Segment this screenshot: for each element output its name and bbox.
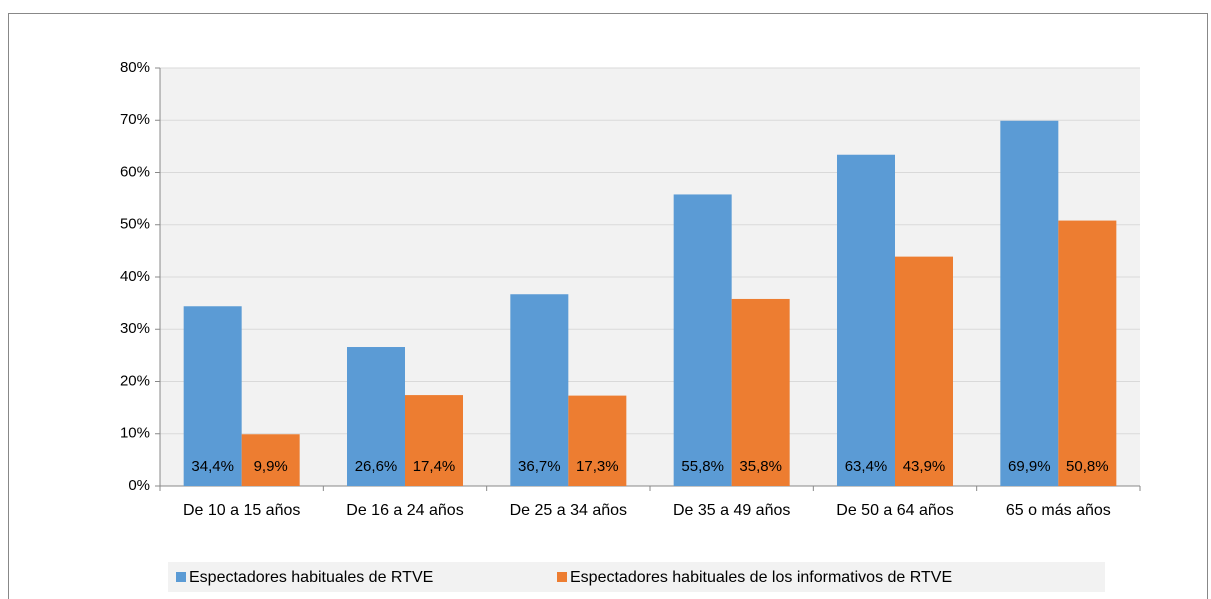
x-tick-label: 65 o más años bbox=[1006, 502, 1111, 519]
bar bbox=[405, 395, 463, 486]
x-tick-label: De 35 a 49 años bbox=[673, 502, 790, 519]
bar bbox=[510, 294, 569, 486]
bar bbox=[241, 434, 300, 486]
data-label: 63,4% bbox=[845, 458, 888, 475]
y-tick-label: 60% bbox=[120, 163, 150, 180]
bar bbox=[895, 256, 953, 486]
bar bbox=[673, 194, 732, 486]
legend-label: Espectadores habituales de los informati… bbox=[570, 569, 952, 586]
data-label: 17,4% bbox=[413, 458, 456, 475]
y-tick-label: 40% bbox=[120, 268, 150, 285]
y-tick-label: 80% bbox=[120, 59, 150, 76]
y-tick-label: 30% bbox=[120, 320, 150, 337]
bar bbox=[1000, 120, 1059, 487]
data-label: 34,4% bbox=[191, 458, 234, 475]
x-tick-label: De 50 a 64 años bbox=[836, 502, 953, 519]
data-label: 26,6% bbox=[355, 458, 398, 475]
bar bbox=[1058, 220, 1117, 486]
x-tick-label: De 25 a 34 años bbox=[510, 502, 627, 519]
data-label: 50,8% bbox=[1066, 458, 1109, 475]
data-label: 36,7% bbox=[518, 458, 561, 475]
legend-swatch bbox=[176, 572, 186, 582]
legend-swatch bbox=[557, 572, 567, 582]
data-label: 9,9% bbox=[254, 458, 288, 475]
x-tick-label: De 16 a 24 años bbox=[346, 502, 463, 519]
y-tick-label: 20% bbox=[120, 372, 150, 389]
bar bbox=[183, 306, 242, 486]
y-tick-label: 50% bbox=[120, 216, 150, 233]
legend-box bbox=[168, 562, 1105, 592]
bar bbox=[568, 395, 627, 486]
bar bbox=[731, 298, 790, 486]
bar bbox=[347, 347, 405, 486]
y-tick-label: 10% bbox=[120, 425, 150, 442]
x-tick-label: De 10 a 15 años bbox=[183, 502, 300, 519]
data-label: 35,8% bbox=[739, 458, 782, 475]
y-tick-label: 0% bbox=[128, 477, 150, 494]
data-label: 69,9% bbox=[1008, 458, 1051, 475]
data-label: 43,9% bbox=[903, 458, 946, 475]
data-label: 55,8% bbox=[681, 458, 724, 475]
legend-label: Espectadores habituales de RTVE bbox=[189, 569, 433, 586]
y-tick-label: 70% bbox=[120, 111, 150, 128]
data-label: 17,3% bbox=[576, 458, 619, 475]
bar bbox=[837, 154, 895, 487]
